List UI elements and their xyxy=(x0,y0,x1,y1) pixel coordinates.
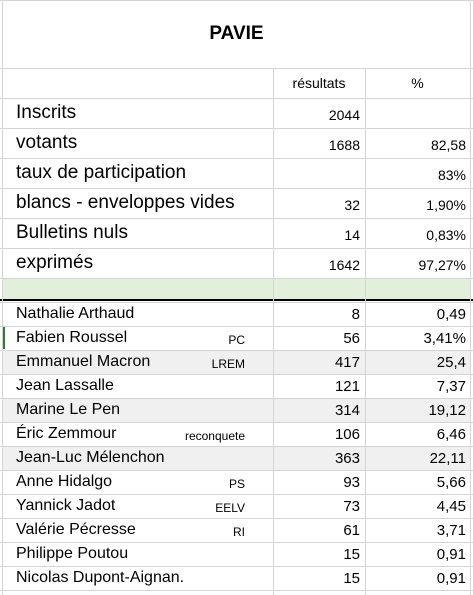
grid-line xyxy=(0,278,473,279)
summary-count: 32 xyxy=(344,197,360,213)
summary-label: exprimés xyxy=(16,252,94,273)
candidate-name: Jean-Luc Mélenchon xyxy=(16,449,165,466)
candidate-party: LREM xyxy=(211,357,245,371)
candidate-name: Valérie Pécresse xyxy=(16,521,136,538)
grid-line xyxy=(0,158,473,159)
grid-line xyxy=(0,302,473,303)
grid-line xyxy=(0,128,473,129)
candidate-party: reconquete xyxy=(184,429,245,443)
candidate-count: 121 xyxy=(334,377,360,395)
candidate-party: PC xyxy=(228,333,245,347)
summary-label: Inscrits xyxy=(16,102,77,123)
candidate-percent: 7,37 xyxy=(436,377,466,395)
grid-line xyxy=(0,422,473,423)
summary-count: 14 xyxy=(344,227,360,243)
grid-line xyxy=(0,68,473,69)
grid-line xyxy=(0,218,473,219)
row-shade xyxy=(2,350,470,374)
grid-line xyxy=(2,0,3,595)
summary-label: Bulletins nuls xyxy=(16,222,128,243)
column-header: résultats xyxy=(292,75,346,91)
summary-label: blancs - enveloppes vides xyxy=(16,192,235,213)
grid-line xyxy=(470,68,471,595)
grid-line xyxy=(0,248,473,249)
candidate-count: 106 xyxy=(334,425,360,443)
candidate-percent: 3,71 xyxy=(436,521,466,539)
candidate-count: 73 xyxy=(343,497,360,515)
grid-line xyxy=(0,374,473,375)
grid-line xyxy=(470,0,471,68)
row-shade xyxy=(2,398,470,422)
candidate-name: Philippe Poutou xyxy=(16,545,129,562)
grid-line xyxy=(0,350,473,351)
summary-count: 1642 xyxy=(328,257,360,273)
summary-label: taux de participation xyxy=(16,162,187,183)
candidate-percent: 0,91 xyxy=(436,569,466,587)
grid-line xyxy=(0,590,473,591)
candidate-name: Éric Zemmour xyxy=(16,425,117,442)
candidate-percent: 22,11 xyxy=(429,449,466,467)
candidate-count: 314 xyxy=(334,401,360,419)
candidate-party: PS xyxy=(228,477,245,491)
summary-count: 1688 xyxy=(328,137,360,153)
sheet-title: PAVIE xyxy=(209,23,264,44)
grid-line xyxy=(0,518,473,519)
candidate-percent: 6,46 xyxy=(436,425,466,443)
candidate-name: Marine Le Pen xyxy=(16,401,121,418)
grid-line xyxy=(0,494,473,495)
grid-line xyxy=(0,470,473,471)
candidate-name: Emmanuel Macron xyxy=(16,353,151,370)
candidate-count: 417 xyxy=(334,353,360,371)
candidate-count: 15 xyxy=(343,545,360,563)
candidate-percent: 25,4 xyxy=(436,353,466,371)
candidate-count: 15 xyxy=(343,569,360,587)
candidate-count: 93 xyxy=(343,473,360,491)
grid-line xyxy=(273,68,274,595)
candidate-percent: 19,12 xyxy=(428,401,466,419)
candidate-name: Jean Lassalle xyxy=(16,377,114,394)
summary-label: votants xyxy=(16,132,78,153)
separator-row xyxy=(2,278,470,300)
column-header: % xyxy=(411,75,424,91)
grid-line xyxy=(365,68,366,595)
candidate-count: 8 xyxy=(351,305,360,323)
summary-count: 2044 xyxy=(328,107,360,123)
grid-line xyxy=(0,188,473,189)
summary-percent: 0,83% xyxy=(426,227,466,243)
grid-line xyxy=(0,98,473,99)
candidate-party: RI xyxy=(233,525,245,539)
candidate-name: Yannick Jadot xyxy=(16,497,116,514)
candidate-percent: 4,45 xyxy=(436,497,466,515)
summary-percent: 83% xyxy=(437,167,466,183)
candidate-percent: 0,49 xyxy=(436,305,466,323)
candidate-name: Nathalie Arthaud xyxy=(16,305,135,322)
cell-marker xyxy=(2,327,5,349)
grid-line xyxy=(0,542,473,543)
candidate-percent: 3,41% xyxy=(423,329,466,347)
candidate-count: 61 xyxy=(343,521,360,539)
row-shade xyxy=(2,446,470,470)
grid-line xyxy=(0,446,473,447)
candidate-party: EELV xyxy=(215,501,245,515)
candidate-name: Anne Hidalgo xyxy=(16,473,113,490)
candidate-count: 363 xyxy=(334,449,360,467)
candidate-percent: 0,91 xyxy=(436,545,466,563)
summary-percent: 82,58 xyxy=(430,137,466,153)
candidate-count: 56 xyxy=(343,329,360,347)
summary-percent: 1,90% xyxy=(426,197,466,213)
grid-line xyxy=(0,326,473,327)
candidate-name: Nicolas Dupont-Aignan. xyxy=(16,569,185,586)
grid-line xyxy=(0,398,473,399)
candidate-percent: 5,66 xyxy=(436,473,466,491)
grid-line xyxy=(0,0,473,1)
candidate-name: Fabien Roussel xyxy=(16,329,128,346)
summary-percent: 97,27% xyxy=(418,257,466,273)
thick-line xyxy=(0,299,473,301)
grid-line xyxy=(0,566,473,567)
